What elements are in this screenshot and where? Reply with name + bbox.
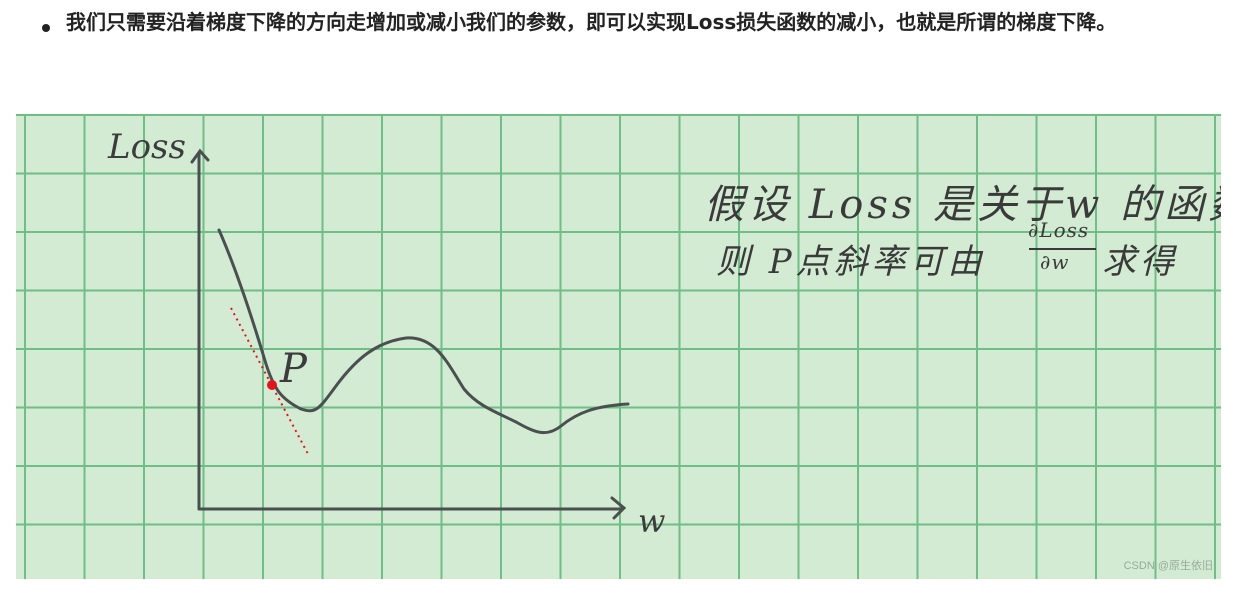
gradient-descent-figure: P Loss w 假设 Loss 是关于w 的函数 则 P点斜率可由 ∂Loss…	[16, 114, 1221, 579]
point-p-label: P	[279, 346, 308, 392]
y-axis-arrow	[190, 148, 210, 164]
fraction-numerator: ∂Loss	[1028, 218, 1090, 242]
note-line-2-suffix: 求得	[1102, 242, 1178, 282]
body-paragraph: 我们只需要沿着梯度下降的方向走增加或减小我们的参数，即可以实现Loss损失函数的…	[66, 10, 1117, 34]
bullet-dot	[42, 24, 50, 32]
note-line-1: 假设 Loss 是关于w 的函数	[704, 182, 1221, 228]
loss-curve	[217, 228, 630, 435]
x-axis-arrow	[610, 496, 627, 520]
fraction-denominator: ∂w	[1040, 250, 1070, 274]
y-axis-label: Loss	[107, 127, 186, 167]
sketch-canvas: P Loss w	[107, 127, 1096, 540]
note-line-2-prefix: 则 P点斜率可由	[716, 242, 986, 282]
point-p-marker	[267, 380, 277, 390]
watermark: CSDN @原生依旧	[1123, 560, 1213, 572]
x-axis-label: w	[638, 502, 665, 540]
